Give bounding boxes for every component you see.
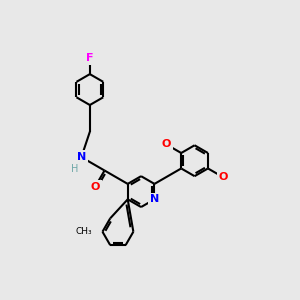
- Text: O: O: [218, 172, 228, 182]
- Text: F: F: [86, 53, 94, 63]
- Text: O: O: [91, 182, 100, 192]
- Text: N: N: [150, 194, 159, 204]
- Text: CH₃: CH₃: [75, 227, 92, 236]
- Text: H: H: [71, 164, 78, 174]
- Text: N: N: [77, 152, 86, 162]
- Text: O: O: [161, 139, 171, 149]
